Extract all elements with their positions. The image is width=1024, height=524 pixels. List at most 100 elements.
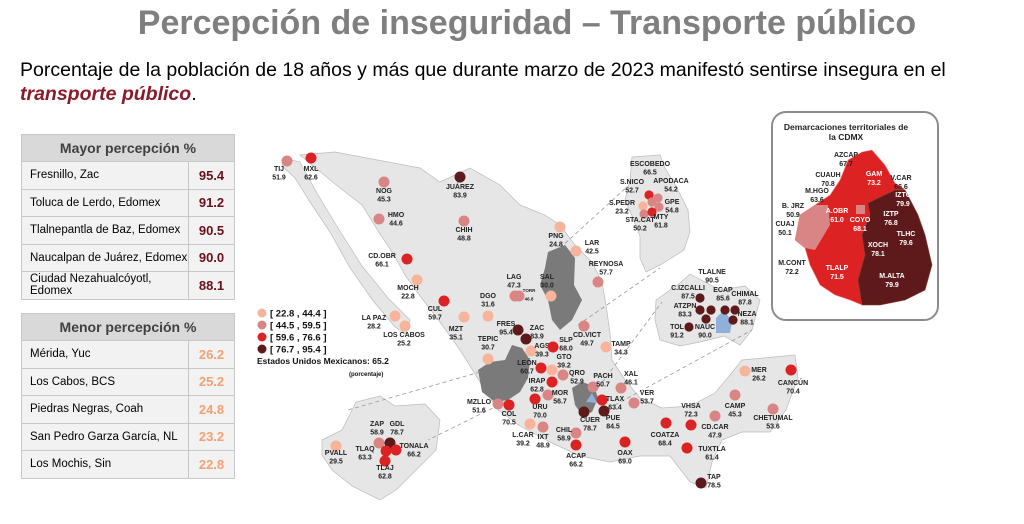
city-value-label: 47.9: [708, 433, 722, 440]
city-value-label: 39.2: [516, 441, 530, 448]
city-dot: [546, 376, 558, 388]
district-value-label: 72.2: [785, 269, 799, 276]
city-dot: [281, 155, 293, 167]
city-value-label: 61.8: [654, 223, 668, 230]
city-dot: [728, 315, 738, 325]
city-cell: Ciudad Nezahualcóyotl, Edomex: [21, 271, 189, 300]
legend-swatch: [257, 320, 267, 330]
district-name-label: XOCH: [868, 242, 888, 249]
city-value-label: 48.9: [536, 443, 550, 450]
city-dot: [458, 311, 470, 323]
district-name-label: A.OBR: [826, 208, 849, 215]
district-value-label: 70.8: [821, 181, 835, 188]
city-name-label: VHSA: [681, 403, 700, 410]
city-name-label: MZT: [449, 326, 464, 333]
city-dot: [557, 369, 569, 381]
district-value-label: 79.9: [896, 201, 910, 208]
district-value-label: 63.6: [810, 197, 824, 204]
city-dot: [542, 389, 554, 401]
city-value-label: 63.4: [608, 405, 622, 412]
city-value-label: 45.3: [377, 197, 391, 204]
district-name-label: COYO: [850, 217, 871, 224]
city-name-label: TAP: [707, 474, 721, 481]
legend-label: [ 76.7 , 95.4 ]: [270, 345, 327, 356]
city-name-label: C.IZCALLI: [671, 285, 705, 292]
city-name-label: IXT: [538, 434, 550, 441]
city-cell: Tlalnepantla de Baz, Edomex: [21, 216, 189, 245]
cdmx-inset: Demarcaciones territoriales de la CDMX A…: [771, 111, 939, 321]
legend-swatch: [257, 344, 267, 354]
city-dot: [639, 209, 649, 219]
city-name-label: TLALNE: [698, 269, 726, 276]
city-name-label: TLAJ: [376, 465, 394, 472]
city-dot: [695, 477, 707, 489]
city-name-label: CHIMAL: [731, 291, 759, 298]
cdmx-triangle: [586, 393, 597, 403]
subtitle-highlight: transporte público: [20, 83, 192, 105]
baja-peninsula: [281, 157, 411, 335]
district-name-label: TLHC: [897, 231, 916, 238]
cdmx-pink-districts: [795, 205, 830, 250]
city-value-label: 87.8: [738, 300, 752, 307]
city-value-label: 47.3: [507, 283, 521, 290]
city-dot: [598, 405, 610, 417]
city-value-label: 83.9: [453, 193, 467, 200]
city-value-label: 50.7: [596, 382, 610, 389]
district-name-label: M.ALTA: [879, 273, 904, 280]
city-name-label: CUL: [428, 306, 443, 313]
city-name-label: PACH: [593, 373, 612, 380]
city-value-label: 26.2: [752, 376, 766, 383]
city-name-label: URU: [532, 404, 547, 411]
city-value-label: 58.9: [370, 430, 384, 437]
city-value-label: 58.9: [557, 436, 571, 443]
district-value-label: 71.5: [830, 274, 844, 281]
district-value-label: 61.0: [830, 217, 844, 224]
city-name-label: L.CAR: [512, 432, 533, 439]
district-name-label: CUAUH: [815, 172, 840, 179]
cdmx-blue-area: [716, 310, 732, 333]
city-dot: [454, 171, 466, 183]
city-dot: [547, 341, 559, 353]
city-dot: [537, 421, 549, 433]
district-name-label: V.CAR: [890, 175, 911, 182]
city-name-label: GPE: [665, 199, 680, 206]
city-markers: TIJ 51.9 MXL 62.6 NOG 45.3 JUÁREZ 83.9 HMO 44.6 CH…: [272, 152, 808, 490]
mayor-percepcion-table: Mayor percepción % Fresnillo, Zac 95.4 To…: [21, 134, 235, 300]
city-name-label: CHETUMAL: [753, 415, 793, 422]
city-value-label: 66.5: [643, 170, 657, 177]
city-dot: [525, 345, 537, 357]
city-dot: [619, 436, 631, 448]
district-value-label: 50.1: [778, 230, 792, 237]
city-dot: [401, 253, 413, 265]
city-name-label: TLAX: [606, 396, 625, 403]
city-value-label: 78.7: [583, 426, 597, 433]
city-cell: Naucalpan de Juárez, Edomex: [21, 243, 189, 272]
city-value-label: 63.3: [358, 455, 372, 462]
city-name-label: TAMP: [611, 341, 631, 348]
city-dot: [695, 305, 705, 315]
city-name-label: SAL: [540, 274, 555, 281]
city-name-label: MOR: [552, 390, 568, 397]
city-dot: [503, 399, 515, 411]
cdmx-dark-districts: [857, 189, 933, 306]
city-name-label: CANCÚN: [778, 378, 808, 387]
city-value-label: 46.1: [624, 380, 638, 387]
city-name-label: LOS CABOS: [383, 332, 425, 339]
city-dot: [458, 215, 470, 227]
map-shapes: [281, 151, 799, 501]
city-value-label: 52.9: [570, 379, 584, 386]
city-dot: [570, 245, 582, 257]
cdmx-labels: AZCAP 67.7 CUAUH 70.8 GAM 73.2 V.CAR 66.6 M.HGO 6…: [775, 152, 915, 289]
district-value-label: 78.1: [871, 251, 885, 258]
city-dot: [378, 176, 390, 188]
city-name-label: CAMP: [725, 403, 746, 410]
city-dot: [373, 213, 385, 225]
city-value-label: 39.3: [535, 352, 549, 359]
city-dot: [399, 320, 411, 332]
city-name-label: MER: [751, 367, 767, 374]
city-dot: [706, 305, 716, 315]
city-value-label: 84.5: [606, 424, 620, 431]
city-dot: [330, 440, 342, 452]
city-dot: [684, 322, 694, 332]
district-name-label: CUAJ: [775, 221, 794, 228]
